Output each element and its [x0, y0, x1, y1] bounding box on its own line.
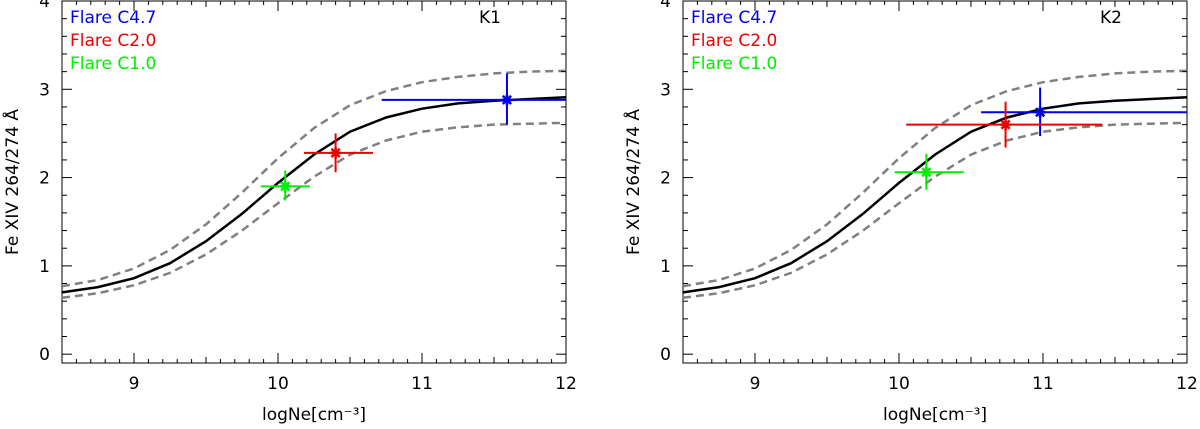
x-axis-label: logNe[cm⁻³] — [883, 405, 987, 425]
y-tick-label: 3 — [660, 80, 671, 100]
flare-c4-7-point — [501, 94, 513, 106]
y-axis-label: Fe XIV 264/274 Å — [622, 109, 644, 255]
upper-bound-curve — [682, 69, 1188, 288]
x-tick-label: 11 — [1032, 374, 1054, 394]
x-tick-label: 12 — [1176, 374, 1198, 394]
flare-c1-0-point — [279, 180, 291, 192]
y-tick-label: 2 — [660, 169, 671, 189]
y-tick-label: 0 — [39, 345, 50, 365]
x-tick-label: 11 — [411, 374, 433, 394]
panel-label: K1 — [479, 8, 501, 28]
panel-label: K2 — [1100, 8, 1122, 28]
theoretical-curve — [682, 95, 1188, 294]
flare-c1-0-point — [920, 166, 932, 178]
x-axis-label: logNe[cm⁻³] — [262, 405, 366, 425]
y-tick-label: 0 — [660, 345, 671, 365]
flare-c2-0-point — [330, 147, 342, 159]
y-tick-label: 2 — [39, 169, 50, 189]
y-tick-label: 4 — [660, 0, 671, 12]
y-tick-label: 3 — [39, 80, 50, 100]
x-tick-label: 12 — [555, 374, 577, 394]
flare-c4-7-point — [1034, 106, 1046, 118]
y-tick-label: 4 — [39, 0, 50, 12]
theoretical-curve — [61, 95, 567, 294]
x-tick-label: 9 — [129, 374, 140, 394]
plot-frame — [61, 0, 567, 364]
y-axis-label: Fe XIV 264/274 Å — [1, 109, 23, 255]
plot-frame — [682, 0, 1188, 364]
legend-entry-c4-7: Flare C4.7 — [691, 8, 777, 28]
y-tick-label: 1 — [660, 257, 671, 277]
x-tick-label: 10 — [267, 374, 289, 394]
legend-entry-c1-0: Flare C1.0 — [70, 54, 156, 74]
y-tick-label: 1 — [39, 257, 50, 277]
x-tick-label: 10 — [888, 374, 910, 394]
upper-bound-curve — [61, 69, 567, 288]
flare-c2-0-point — [1000, 119, 1012, 131]
legend-entry-c2-0: Flare C2.0 — [691, 31, 777, 51]
legend-entry-c2-0: Flare C2.0 — [70, 31, 156, 51]
legend-entry-c1-0: Flare C1.0 — [691, 54, 777, 74]
lower-bound-curve — [61, 121, 567, 299]
lower-bound-curve — [682, 121, 1188, 299]
legend-entry-c4-7: Flare C4.7 — [70, 8, 156, 28]
x-tick-label: 9 — [750, 374, 761, 394]
